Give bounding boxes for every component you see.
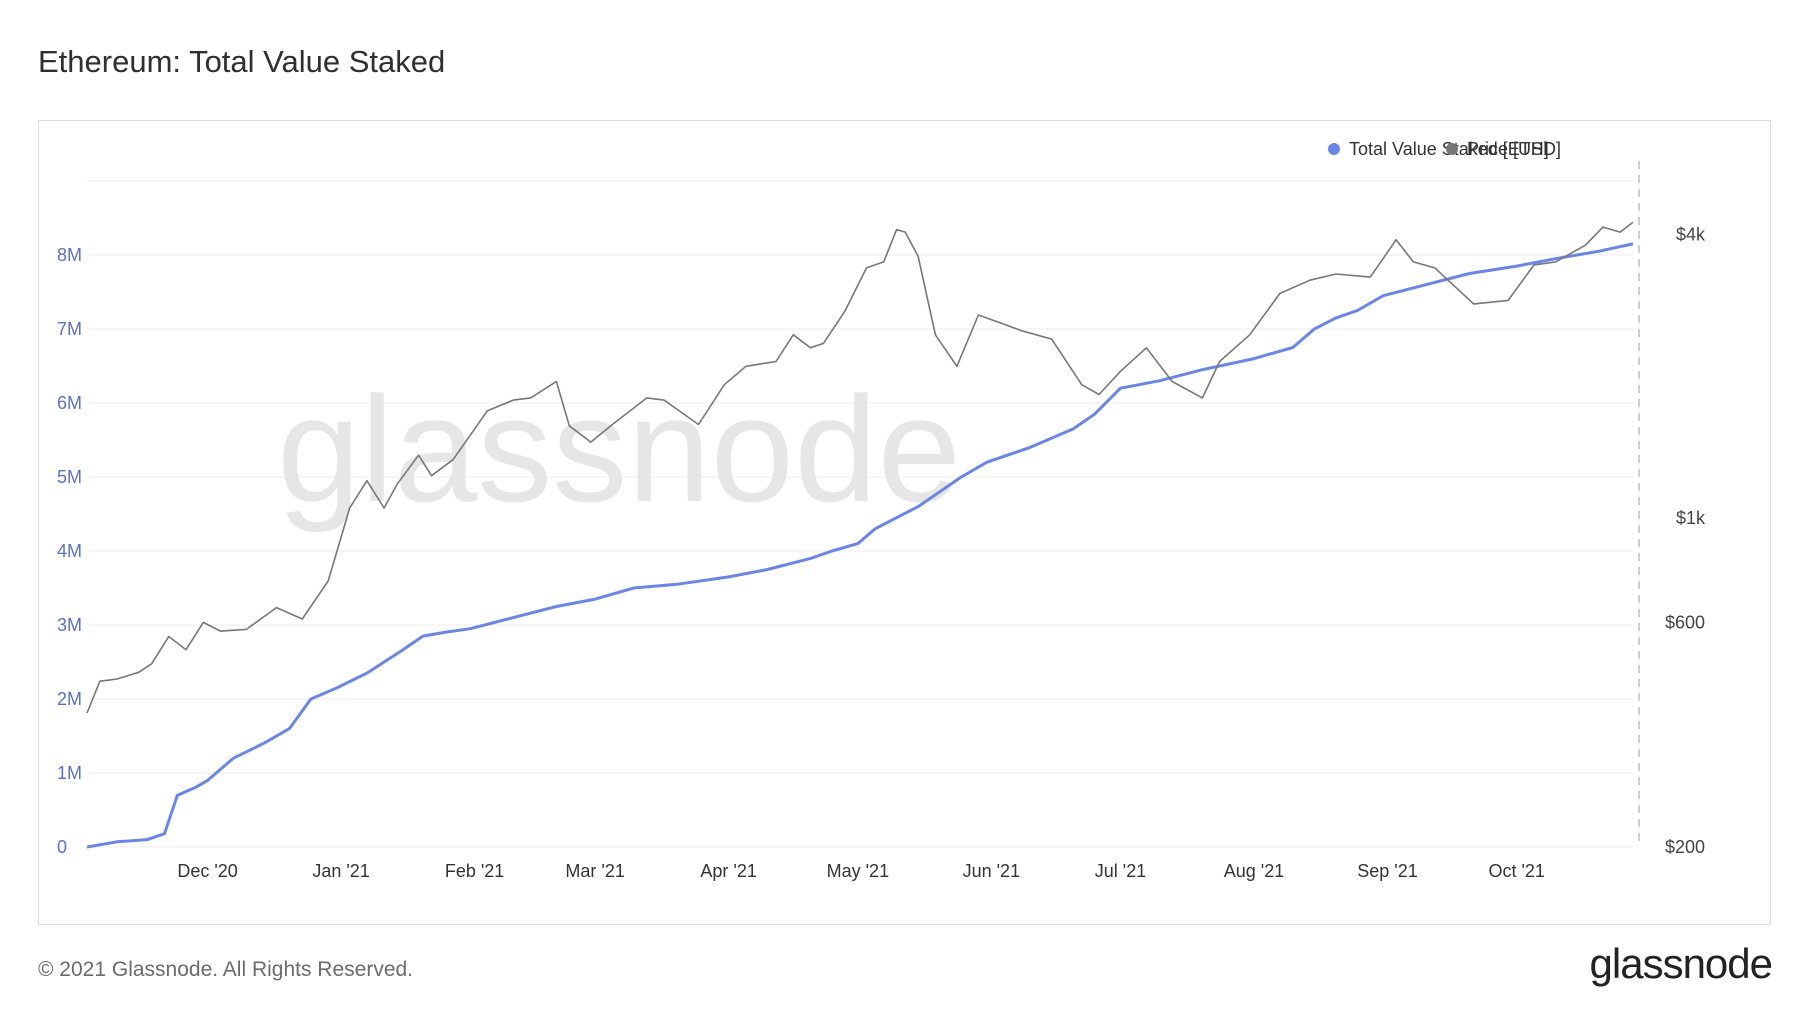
y-right-tick-label: $200 (1665, 837, 1705, 857)
glassnode-logo: glassnode (1589, 940, 1773, 987)
x-tick-label: Jan '21 (312, 861, 369, 881)
y-left-tick-label: 4M (57, 541, 82, 561)
y-left-tick-label: 0 (57, 837, 67, 857)
y-left-tick-label: 7M (57, 319, 82, 339)
y-right-tick-label: $4k (1676, 225, 1706, 245)
series-line-price (86, 221, 1634, 714)
y-right-tick-label: $1k (1676, 508, 1706, 528)
x-tick-label: Sep '21 (1357, 861, 1418, 881)
x-tick-label: Dec '20 (177, 861, 237, 881)
x-tick-label: Feb '21 (445, 861, 504, 881)
x-tick-label: Jul '21 (1095, 861, 1146, 881)
x-tick-label: Jun '21 (963, 861, 1020, 881)
x-tick-label: Apr '21 (700, 861, 756, 881)
chart-svg: glassnode 0 1M 2M 3M 4M 5M 6M 7M 8M $200 $600 $1k $4k… (57, 139, 1706, 881)
x-tick-label: Aug '21 (1224, 861, 1285, 881)
x-tick-label: Oct '21 (1488, 861, 1544, 881)
legend-marker-price (1446, 143, 1458, 155)
x-tick-label: May '21 (827, 861, 889, 881)
y-left-tick-label: 6M (57, 393, 82, 413)
y-left-tick-label: 2M (57, 689, 82, 709)
copyright-text: © 2021 Glassnode. All Rights Reserved. (38, 958, 414, 981)
legend-marker-staked (1328, 143, 1340, 155)
series-line-total-value-staked (86, 242, 1634, 849)
y-left-tick-label: 8M (57, 245, 82, 265)
y-left-tick-label: 5M (57, 467, 82, 487)
watermark-text: glassnode (277, 365, 961, 533)
y-left-tick-label: 3M (57, 615, 82, 635)
y-right-tick-label: $600 (1665, 612, 1705, 632)
page-title: Ethereum: Total Value Staked (38, 44, 446, 79)
chart-area: glassnode 0 1M 2M 3M 4M 5M 6M 7M 8M $200 $600 $1k $4k… (38, 120, 1771, 925)
legend-label-price: Price [USD] (1467, 139, 1561, 159)
x-tick-label: Mar '21 (565, 861, 624, 881)
y-left-tick-label: 1M (57, 763, 82, 783)
